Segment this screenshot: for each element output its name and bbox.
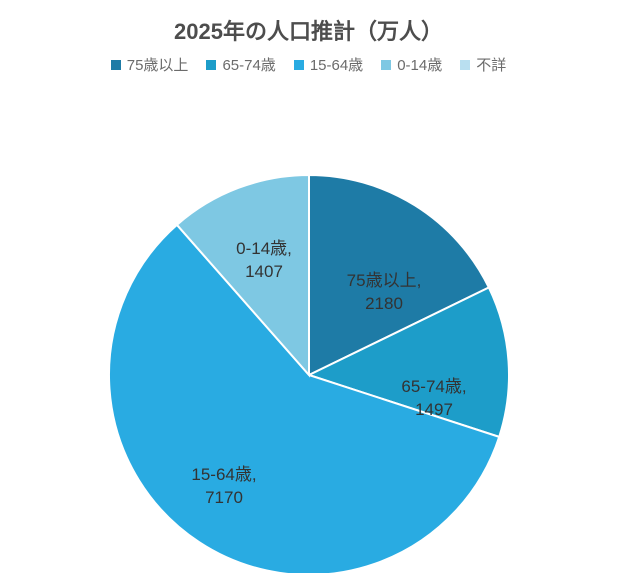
slice-label: 75歳以上,2180 — [347, 270, 422, 316]
slice-label: 15-64歳,7170 — [191, 464, 256, 510]
legend-item: 75歳以上 — [111, 54, 189, 75]
legend-label: 75歳以上 — [127, 54, 189, 75]
legend-swatch — [460, 60, 470, 70]
pie-svg — [99, 165, 519, 573]
legend-label: 不詳 — [476, 54, 506, 75]
legend-label: 0-14歳 — [397, 54, 442, 75]
legend-label: 15-64歳 — [310, 54, 363, 75]
chart-title: 2025年の人口推計（万人） — [0, 14, 617, 46]
legend-swatch — [381, 60, 391, 70]
legend-swatch — [294, 60, 304, 70]
slice-label: 0-14歳,1407 — [236, 238, 292, 284]
legend-item: 0-14歳 — [381, 54, 442, 75]
pie-chart: 75歳以上,2180 65-74歳,1497 15-64歳,7170 0-14歳,14… — [0, 75, 617, 565]
legend-item: 不詳 — [460, 54, 506, 75]
legend-label: 65-74歳 — [222, 54, 275, 75]
slice-label: 65-74歳,1497 — [401, 376, 466, 422]
legend-swatch — [111, 60, 121, 70]
legend-item: 15-64歳 — [294, 54, 363, 75]
legend-swatch — [206, 60, 216, 70]
chart-legend: 75歳以上 65-74歳 15-64歳 0-14歳 不詳 — [0, 54, 617, 75]
legend-item: 65-74歳 — [206, 54, 275, 75]
